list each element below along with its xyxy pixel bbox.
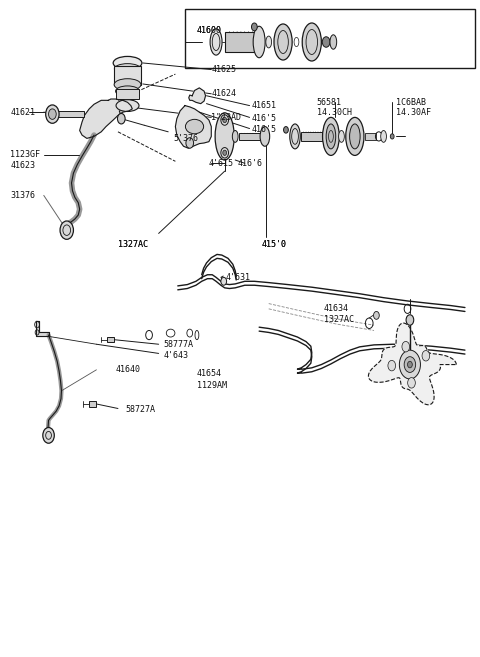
Bar [56,111,84,118]
Ellipse shape [210,29,222,55]
Text: 4'631: 4'631 [226,273,251,282]
Text: 41654: 41654 [197,369,222,378]
Text: 41621: 41621 [10,108,35,117]
Ellipse shape [232,131,238,143]
Ellipse shape [113,57,142,70]
Ellipse shape [266,36,272,48]
Text: 5'376: 5'376 [173,134,198,143]
Text: 41651: 41651 [252,101,277,110]
Text: 14.30CH: 14.30CH [317,108,351,117]
Text: 416'5: 416'5 [252,114,277,124]
Circle shape [46,105,59,124]
Text: 41600: 41600 [197,26,222,35]
Ellipse shape [215,113,234,160]
Circle shape [48,109,56,120]
Bar [116,89,140,99]
Text: 1"23AD: 1"23AD [211,113,241,122]
Ellipse shape [290,124,300,149]
Bar [114,66,141,85]
Text: 1129AM: 1129AM [197,381,227,390]
Circle shape [118,114,125,124]
Ellipse shape [326,124,336,149]
Polygon shape [369,323,456,405]
Text: 41600: 41600 [197,26,222,35]
Circle shape [408,378,415,388]
Ellipse shape [338,131,344,143]
Ellipse shape [330,35,336,49]
Text: 415'0: 415'0 [262,240,287,249]
Circle shape [186,138,193,148]
Text: 58777A: 58777A [163,340,193,349]
Ellipse shape [346,118,364,156]
Bar [185,9,475,68]
Circle shape [223,118,227,123]
Ellipse shape [114,79,141,91]
Circle shape [406,315,414,325]
Text: 56581: 56581 [317,98,342,107]
Circle shape [284,127,288,133]
Circle shape [221,277,227,285]
Text: 58727A: 58727A [125,405,155,415]
Ellipse shape [253,26,265,58]
Text: 41624: 41624 [211,89,236,99]
Bar [301,132,324,141]
Polygon shape [189,88,205,104]
Text: 14.30AF: 14.30AF [396,108,431,117]
Text: 41634: 41634 [324,304,349,313]
Text: 1327AC: 1327AC [324,315,354,325]
Circle shape [390,134,394,139]
Polygon shape [36,321,48,336]
Circle shape [408,361,412,368]
Bar [225,32,256,53]
Polygon shape [175,106,211,148]
Bar [365,133,376,140]
Ellipse shape [381,131,386,143]
Ellipse shape [274,24,292,60]
Circle shape [60,221,73,239]
Circle shape [399,350,420,379]
Bar [239,133,262,140]
Text: 1327AC: 1327AC [118,240,148,249]
Bar [107,337,114,342]
Circle shape [223,150,227,156]
Ellipse shape [260,127,270,147]
Ellipse shape [114,64,141,74]
Circle shape [402,342,409,352]
Ellipse shape [116,100,139,112]
Ellipse shape [185,120,204,134]
Text: 1327AC: 1327AC [118,240,148,249]
Text: 416'5: 416'5 [252,125,277,134]
Text: 4'643: 4'643 [163,351,189,360]
Text: 4'615: 4'615 [209,159,234,168]
Text: 41625: 41625 [211,65,236,74]
Ellipse shape [302,23,322,61]
Text: 1123GF: 1123GF [10,150,40,159]
Ellipse shape [116,86,140,97]
Text: 41640: 41640 [116,365,141,374]
Text: 416'6: 416'6 [238,159,263,168]
Circle shape [388,361,396,371]
Circle shape [43,428,54,443]
Circle shape [404,357,416,373]
Circle shape [252,23,257,31]
Text: 41623: 41623 [10,162,35,170]
Polygon shape [80,99,132,139]
Text: 415'0: 415'0 [262,240,287,249]
Ellipse shape [349,124,360,149]
Ellipse shape [323,118,339,156]
Text: 1C6BAB: 1C6BAB [396,98,426,107]
Circle shape [373,311,379,319]
Circle shape [323,37,330,47]
Circle shape [422,351,430,361]
Bar [89,401,96,407]
Text: 31376: 31376 [10,191,35,200]
